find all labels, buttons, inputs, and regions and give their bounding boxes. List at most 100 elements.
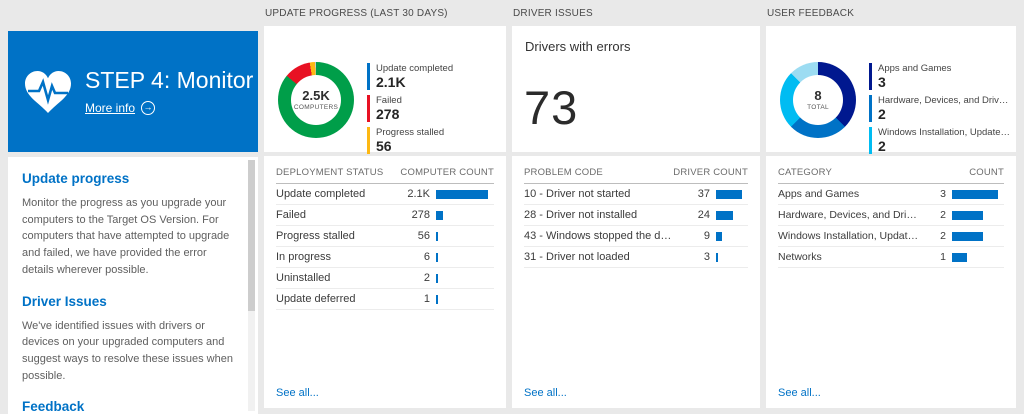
user-feedback-column: USER FEEDBACK 8 TOTAL Apps and Games 3 Har… xyxy=(766,0,1016,414)
legend-color-chip xyxy=(869,63,872,91)
table-row[interactable]: 43 - Windows stopped the devi... 9 xyxy=(524,226,748,247)
section-feedback: Feedback Review the feedback submitted b… xyxy=(22,399,234,414)
table-row[interactable]: Update deferred 1 xyxy=(276,289,494,310)
legend-item: Windows Installation, Update, and...2 xyxy=(869,127,1012,155)
row-count: 2 xyxy=(423,272,430,284)
table-row[interactable]: 31 - Driver not loaded 3 xyxy=(524,247,748,268)
table-header-row: DEPLOYMENT STATUS COMPUTER COUNT xyxy=(276,156,494,184)
legend-item: Apps and Games 3 xyxy=(869,63,1012,91)
row-bar xyxy=(716,189,748,199)
legend-label: Failed xyxy=(376,95,402,107)
table-body: Update completed 2.1K Failed 278 Progress st… xyxy=(276,184,494,310)
update-progress-column: UPDATE PROGRESS (LAST 30 DAYS) 2.5K COMP… xyxy=(264,0,506,414)
row-bar xyxy=(436,210,494,220)
driver-issues-column: DRIVER ISSUES Drivers with errors 73 PRO… xyxy=(512,0,760,414)
row-bar xyxy=(952,231,1004,241)
row-count: 3 xyxy=(940,188,946,200)
scrollbar-thumb[interactable] xyxy=(248,160,255,311)
row-label: In progress xyxy=(276,251,332,263)
kpi-value: 73 xyxy=(524,81,579,134)
legend-color-chip xyxy=(367,127,370,155)
row-count: 3 xyxy=(703,251,710,263)
table-row[interactable]: Networks 1 xyxy=(778,247,1004,268)
driver-issues-kpi-card[interactable]: Drivers with errors 73 xyxy=(512,26,760,152)
scrollbar-track[interactable] xyxy=(248,160,255,411)
see-all-link[interactable]: See all... xyxy=(276,387,319,399)
row-count: 2 xyxy=(940,230,946,242)
row-count: 9 xyxy=(703,230,710,242)
donut-center: 2.5K COMPUTERS xyxy=(291,75,341,125)
legend-item: Progress stalled 56 xyxy=(367,127,502,155)
row-label: 28 - Driver not installed xyxy=(524,209,638,221)
heartbeat-icon xyxy=(24,70,72,114)
step4-monitor-tile[interactable]: STEP 4: Monitor More info → xyxy=(8,31,258,152)
update-progress-header: UPDATE PROGRESS (LAST 30 DAYS) xyxy=(265,8,448,19)
table-row[interactable]: Update completed 2.1K xyxy=(276,184,494,205)
user-feedback-donut-chart: 8 TOTAL xyxy=(780,62,856,138)
row-bar xyxy=(716,210,748,220)
section-body: We've identified issues with drivers or … xyxy=(22,319,233,382)
row-bar xyxy=(436,252,494,262)
user-feedback-chart-card[interactable]: 8 TOTAL Apps and Games 3 Hardware, Devices… xyxy=(766,26,1016,155)
see-all-link[interactable]: See all... xyxy=(524,387,567,399)
legend-item: Failed 278 xyxy=(367,95,502,123)
update-progress-chart-card[interactable]: 2.5K COMPUTERS Update completed 2.1K Faile… xyxy=(264,26,506,155)
row-bar xyxy=(952,252,1004,262)
donut-center-label: COMPUTERS xyxy=(293,104,339,112)
row-label: Failed xyxy=(276,209,306,221)
legend-label: Progress stalled xyxy=(376,127,445,139)
row-label: Hardware, Devices, and Drivers xyxy=(778,209,926,221)
table-body: 10 - Driver not started 37 28 - Driver not… xyxy=(524,184,748,268)
table-row[interactable]: Uninstalled 2 xyxy=(276,268,494,289)
table-row[interactable]: Windows Installation, Update,... 2 xyxy=(778,226,1004,247)
step-column: STEP 4: Monitor More info → Update progr… xyxy=(8,0,258,414)
row-label: Update completed xyxy=(276,188,366,200)
row-label: Uninstalled xyxy=(276,272,331,284)
deployment-status-table: DEPLOYMENT STATUS COMPUTER COUNT Update … xyxy=(264,156,506,408)
row-count: 24 xyxy=(697,209,710,221)
table-row[interactable]: In progress 6 xyxy=(276,247,494,268)
column-header-category: CATEGORY xyxy=(778,167,833,178)
driver-issues-header: DRIVER ISSUES xyxy=(513,8,593,19)
legend-color-chip xyxy=(367,95,370,123)
section-driver-issues: Driver Issues We've identified issues wi… xyxy=(22,294,234,385)
legend-item: Hardware, Devices, and Drivers 2 xyxy=(869,95,1012,123)
legend-item: Update completed 2.1K xyxy=(367,63,502,91)
legend-value: 2 xyxy=(878,138,886,155)
donut-center-label: TOTAL xyxy=(807,104,829,112)
row-label: Windows Installation, Update,... xyxy=(778,230,926,242)
see-all-link[interactable]: See all... xyxy=(778,387,821,399)
row-count: 2.1K xyxy=(407,188,430,200)
legend-color-chip xyxy=(869,127,872,155)
table-row[interactable]: Progress stalled 56 xyxy=(276,226,494,247)
category-table: CATEGORY COUNT Apps and Games 3 Hardware, … xyxy=(766,156,1016,408)
row-label: Apps and Games xyxy=(778,188,860,200)
row-count: 278 xyxy=(411,209,430,221)
more-info-link[interactable]: More info → xyxy=(85,100,156,115)
row-bar xyxy=(952,210,1004,220)
donut-center: 8 TOTAL xyxy=(793,75,843,125)
row-label: 31 - Driver not loaded xyxy=(524,251,630,263)
section-heading: Update progress xyxy=(22,171,130,186)
more-info-label: More info xyxy=(85,100,136,115)
legend-value: 3 xyxy=(878,74,886,90)
row-bar xyxy=(716,231,748,241)
table-header-row: PROBLEM CODE DRIVER COUNT xyxy=(524,156,748,184)
column-header-problem-code: PROBLEM CODE xyxy=(524,167,603,178)
row-count: 1 xyxy=(423,293,430,305)
table-row[interactable]: Failed 278 xyxy=(276,205,494,226)
column-header-driver-count: DRIVER COUNT xyxy=(673,167,748,178)
table-row[interactable]: Hardware, Devices, and Drivers 2 xyxy=(778,205,1004,226)
legend-value: 2.1K xyxy=(376,74,406,90)
table-row[interactable]: Apps and Games 3 xyxy=(778,184,1004,205)
legend-color-chip xyxy=(367,63,370,91)
section-update-progress: Update progress Monitor the progress as … xyxy=(22,171,234,279)
table-row[interactable]: 28 - Driver not installed 24 xyxy=(524,205,748,226)
row-bar xyxy=(952,189,1004,199)
user-feedback-legend: Apps and Games 3 Hardware, Devices, and Dr… xyxy=(869,63,1012,159)
table-body: Apps and Games 3 Hardware, Devices, and Dr… xyxy=(778,184,1004,268)
table-row[interactable]: 10 - Driver not started 37 xyxy=(524,184,748,205)
row-bar xyxy=(436,294,494,304)
row-count: 37 xyxy=(697,188,710,200)
table-header-row: CATEGORY COUNT xyxy=(778,156,1004,184)
